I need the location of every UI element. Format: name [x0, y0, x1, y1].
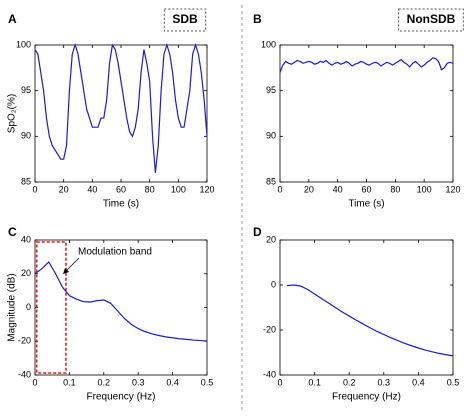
x-tick-label: 0.4	[412, 377, 425, 387]
y-tick-label: 85	[266, 176, 276, 186]
x-tick-label: 0	[277, 377, 282, 387]
x-tick-label: 0.1	[63, 377, 76, 387]
x-tick-label: 40	[87, 184, 97, 194]
x-axis-label: Frequency (Hz)	[332, 392, 401, 403]
x-tick-label: 0.5	[447, 377, 460, 387]
x-tick-label: 100	[171, 184, 186, 194]
plot-frame	[34, 44, 208, 183]
x-tick-label: 0.5	[201, 377, 214, 387]
y-axis-label: Magnitude (dB)	[7, 273, 18, 341]
x-tick-label: 0.2	[343, 377, 356, 387]
y-tick-label: -40	[18, 369, 31, 379]
title-box	[398, 8, 464, 32]
plot-frame	[279, 44, 454, 183]
x-tick-label: 0.1	[308, 377, 321, 387]
panel-title: NonSDB	[407, 12, 456, 26]
y-tick-label: 95	[21, 85, 31, 95]
y-tick-label: 20	[266, 234, 276, 244]
x-tick-label: 120	[199, 184, 214, 194]
y-tick-label: -20	[263, 324, 276, 334]
y-tick-label: 100	[16, 39, 31, 49]
x-tick-label: 0.4	[166, 377, 179, 387]
panel-label: D	[253, 225, 262, 239]
data-line	[279, 57, 454, 73]
panel-label: C	[8, 225, 17, 239]
panel-title: SDB	[172, 12, 198, 26]
y-tick-label: 90	[266, 131, 276, 141]
x-tick-label: 40	[333, 184, 343, 194]
y-tick-label: 85	[21, 176, 31, 186]
y-tick-label: 95	[266, 85, 276, 95]
x-tick-label: 0.3	[378, 377, 391, 387]
y-tick-label: 90	[21, 131, 31, 141]
panel-label: A	[8, 12, 17, 26]
panel-label: B	[253, 12, 262, 26]
title-box	[163, 8, 207, 32]
x-axis-label: Time (s)	[348, 199, 384, 210]
x-tick-label: 0.3	[132, 377, 145, 387]
x-tick-label: 80	[145, 184, 155, 194]
y-tick-label: 40	[21, 234, 31, 244]
data-line	[286, 284, 454, 357]
x-tick-label: 60	[116, 184, 126, 194]
y-tick-label: 20	[21, 268, 31, 278]
plot-frame	[279, 239, 454, 376]
arrow-head	[63, 268, 69, 274]
x-tick-label: 0.2	[98, 377, 111, 387]
x-tick-label: 100	[417, 184, 432, 194]
x-axis-label: Frequency (Hz)	[87, 392, 156, 403]
x-tick-label: 0	[32, 184, 37, 194]
x-tick-label: 60	[361, 184, 371, 194]
x-tick-label: 120	[445, 184, 460, 194]
y-tick-label: -40	[263, 369, 276, 379]
x-tick-label: 20	[59, 184, 69, 194]
y-tick-label: 0	[271, 279, 276, 289]
plot-frame	[34, 239, 208, 376]
x-tick-label: 80	[390, 184, 400, 194]
y-tick-label: -20	[18, 336, 31, 346]
y-tick-label: 0	[26, 302, 31, 312]
x-tick-label: 0	[32, 377, 37, 387]
y-axis-label: SpO₂(%)	[7, 94, 18, 133]
x-tick-label: 0	[277, 184, 282, 194]
annotation: Modulation band	[78, 247, 152, 258]
x-tick-label: 20	[304, 184, 314, 194]
y-tick-label: 100	[261, 39, 276, 49]
data-line	[34, 260, 208, 342]
data-line	[34, 42, 208, 173]
annotation-arrow	[64, 257, 80, 273]
x-axis-label: Time (s)	[103, 199, 139, 210]
